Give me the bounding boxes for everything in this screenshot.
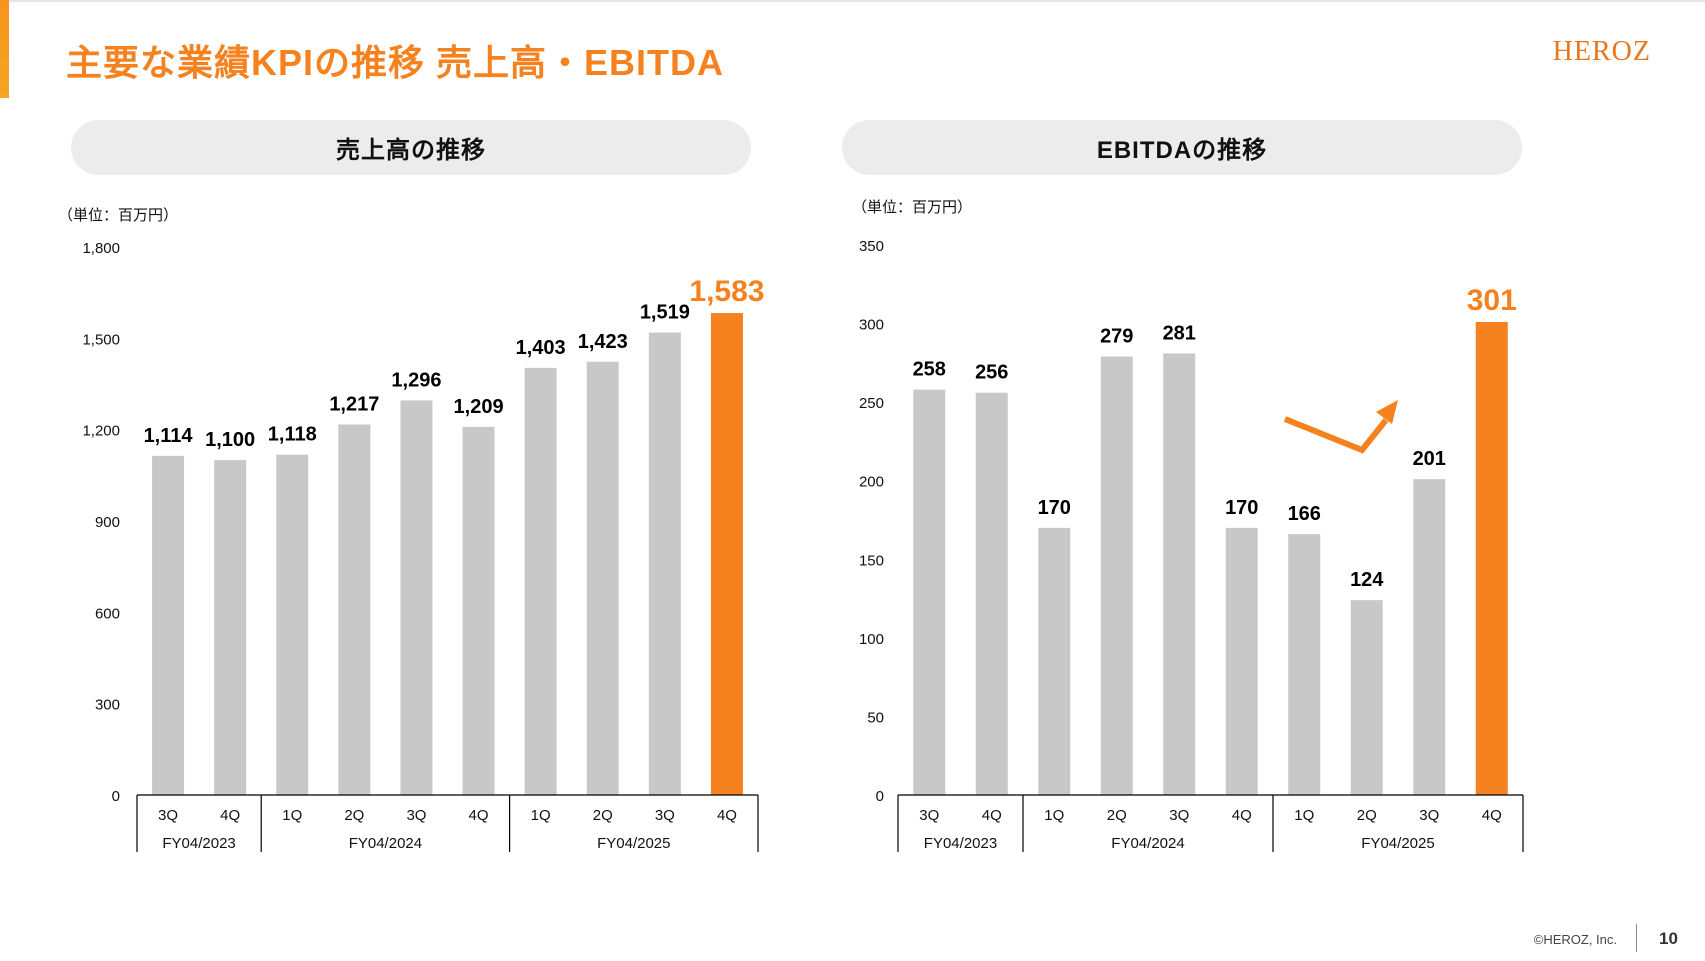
sales-value-label: 1,209 [454,396,504,418]
ebitda-xtick-label: 3Q [1169,807,1189,824]
copyright: ©HEROZ, Inc. [1533,932,1617,947]
ebitda-bar [1038,527,1071,795]
sales-group-label: FY04/2023 [162,835,235,852]
page-number: 10 [1659,929,1678,948]
ebitda-xtick-label: 4Q [1232,807,1252,824]
ebitda-ytick-label: 0 [876,788,884,805]
ebitda-xtick-label: 1Q [1044,807,1064,824]
sales-ytick-label: 900 [95,514,120,531]
ebitda-group-label: FY04/2024 [1111,835,1184,852]
ebitda-value-label: 281 [1163,322,1196,344]
sales-bar [524,367,557,795]
ebitda-bar [1475,322,1508,795]
sales-value-label: 1,583 [689,275,764,308]
heroz-logo: HEROZ [1552,36,1651,67]
ebitda-ytick-label: 350 [859,238,884,255]
sales-xtick-label: 2Q [344,807,364,824]
ebitda-chart-heading: EBITDAの推移 [842,120,1522,175]
ebitda-xtick-label: 2Q [1357,807,1377,824]
ebitda-ytick-label: 300 [859,317,884,334]
sales-value-label: 1,118 [268,424,317,446]
ebitda-xtick-label: 3Q [1419,807,1439,824]
ebitda-value-label: 170 [1038,497,1071,519]
sales-value-label: 1,114 [144,425,194,447]
sales-xtick-label: 1Q [282,807,302,824]
sales-value-label: 1,296 [391,369,441,391]
sales-xtick-label: 2Q [593,807,613,824]
sales-value-label: 1,423 [578,331,628,353]
ebitda-group-label: FY04/2023 [924,835,997,852]
sales-value-label: 1,217 [329,393,379,415]
sales-bar [400,400,433,795]
trend-arrow-line [1283,416,1389,454]
ebitda-bar [1225,527,1258,795]
ebitda-group-label: FY04/2025 [1361,835,1434,852]
ebitda-bar [1288,534,1321,795]
sales-value-label: 1,519 [640,302,690,324]
sales-xtick-label: 4Q [220,807,240,824]
ebitda-value-label: 170 [1225,497,1258,519]
sales-bar [152,455,185,795]
ebitda-value-label: 279 [1100,326,1133,348]
top-rule [0,0,1705,2]
sales-bar [462,426,495,795]
sales-bar [214,460,247,795]
page-title: 主要な業績KPIの推移 売上高・EBITDA [66,42,725,83]
ebitda-value-label: 301 [1467,284,1517,317]
sales-ytick-label: 600 [95,605,120,622]
sales-bar [710,313,743,795]
ebitda-xtick-label: 3Q [919,807,939,824]
ebitda-value-label: 124 [1350,569,1384,591]
sales-bar [276,454,309,795]
ebitda-bar [1350,600,1383,795]
footer-divider [1636,924,1637,952]
ebitda-bar [975,392,1008,795]
ebitda-value-label: 258 [913,359,946,381]
ebitda-value-label: 256 [975,362,1008,384]
sales-xtick-label: 3Q [158,807,178,824]
sales-group-label: FY04/2025 [597,835,670,852]
sales-group-label: FY04/2024 [349,835,422,852]
sales-value-label: 1,100 [205,429,255,451]
ebitda-bar [1163,353,1196,795]
sales-ytick-label: 1,500 [82,331,120,348]
sales-unit-label: （単位：百万円） [58,207,179,224]
sales-chart-heading: 売上高の推移 [71,120,751,175]
ebitda-unit-label: （単位：百万円） [852,199,973,216]
ebitda-bar [1100,356,1133,795]
ebitda-value-label: 166 [1288,503,1321,525]
sales-xtick-label: 1Q [531,807,551,824]
sales-xtick-label: 4Q [717,807,737,824]
ebitda-xtick-label: 4Q [982,807,1002,824]
sales-ytick-label: 300 [95,697,120,714]
ebitda-ytick-label: 250 [859,395,884,412]
sales-ytick-label: 1,800 [82,240,120,257]
ebitda-bar [1413,479,1446,795]
ebitda-ytick-label: 50 [867,709,884,726]
sales-bar [338,424,371,795]
sales-bar [648,332,681,795]
trend-arrow-head [1376,400,1398,424]
sales-value-label: 1,403 [516,337,566,359]
ebitda-xtick-label: 4Q [1482,807,1502,824]
sales-ytick-label: 1,200 [82,423,120,440]
sales-ytick-label: 0 [112,788,120,805]
ebitda-ytick-label: 150 [859,552,884,569]
accent-bar [0,0,9,98]
sales-xtick-label: 4Q [469,807,489,824]
sales-bar [586,361,619,795]
sales-xtick-label: 3Q [655,807,675,824]
sales-xtick-label: 3Q [406,807,426,824]
ebitda-bar [913,389,946,795]
ebitda-ytick-label: 200 [859,474,884,491]
ebitda-value-label: 201 [1413,448,1446,470]
ebitda-xtick-label: 1Q [1294,807,1314,824]
ebitda-ytick-label: 100 [859,631,884,648]
ebitda-xtick-label: 2Q [1107,807,1127,824]
